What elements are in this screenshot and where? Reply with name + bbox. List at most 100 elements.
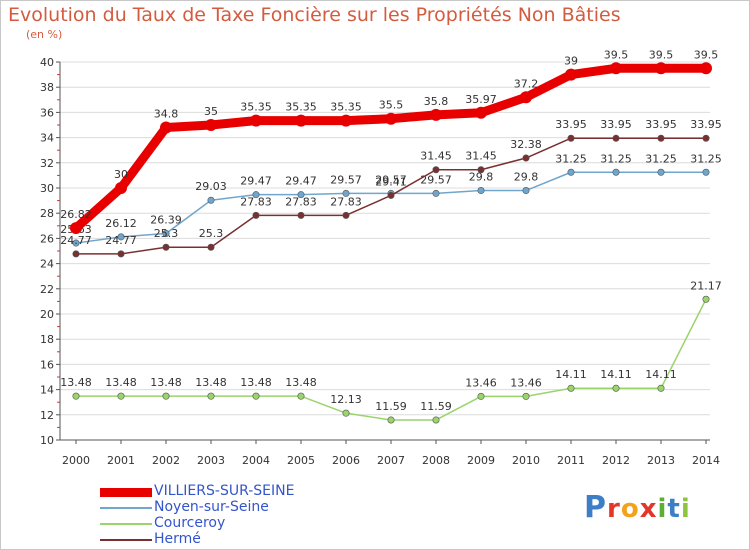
data-point — [295, 114, 307, 127]
data-label: 29.57 — [420, 173, 452, 186]
data-point — [162, 392, 170, 400]
logo-letter: P — [584, 490, 607, 525]
data-label: 25.3 — [154, 227, 179, 240]
data-point — [432, 416, 440, 424]
data-label: 37.2 — [514, 77, 539, 90]
data-point — [657, 384, 665, 392]
data-label: 12.13 — [330, 393, 362, 406]
data-point — [207, 196, 215, 204]
data-point — [72, 392, 80, 400]
data-label: 11.59 — [375, 400, 407, 413]
data-label: 29.03 — [195, 180, 227, 193]
y-tick-label: 12 — [40, 409, 54, 422]
data-label: 29.57 — [375, 173, 407, 186]
data-label: 33.95 — [690, 118, 722, 131]
data-label: 26.82 — [60, 208, 92, 221]
data-label: 13.48 — [195, 376, 227, 389]
data-point — [115, 182, 127, 194]
data-label: 39.5 — [649, 48, 674, 61]
y-tick-label: 34 — [40, 132, 54, 145]
data-label: 33.95 — [555, 118, 587, 131]
x-tick-label: 2005 — [287, 454, 315, 467]
x-tick-label: 2006 — [332, 454, 360, 467]
legend-label: Noyen-sur-Seine — [154, 499, 269, 515]
y-tick-label: 36 — [40, 106, 54, 119]
data-label: 39 — [564, 55, 578, 68]
logo-letter: i — [657, 494, 668, 524]
y-tick-label: 16 — [40, 358, 54, 371]
data-point — [117, 250, 125, 258]
data-label: 13.48 — [60, 376, 92, 389]
data-point — [207, 243, 215, 251]
y-tick-label: 32 — [40, 157, 54, 170]
data-label: 13.46 — [465, 376, 497, 389]
data-label: 27.83 — [240, 195, 272, 208]
data-label: 31.25 — [690, 152, 722, 165]
data-label: 13.48 — [240, 376, 272, 389]
data-point — [610, 62, 622, 75]
data-label: 13.48 — [105, 376, 137, 389]
data-label: 24.77 — [105, 234, 137, 247]
data-point — [70, 222, 82, 235]
data-point — [252, 191, 260, 199]
data-point — [702, 168, 710, 176]
data-point — [565, 68, 577, 81]
x-tick-label: 2008 — [422, 454, 450, 467]
data-point — [430, 108, 442, 121]
data-point — [657, 134, 665, 142]
data-label: 30 — [114, 168, 128, 181]
data-point — [342, 189, 350, 197]
series-courceroy: 13.48 13.48 13.48 13.48 13.48 13.48 12.13 11.59… — [60, 279, 722, 424]
data-point — [160, 121, 172, 134]
data-point — [297, 211, 305, 219]
series-villiers-sur-seine: 26.82 30 34.8 35 35.35 35.35 35.35 35.5 35.8 35.9… — [60, 48, 718, 235]
data-point — [567, 168, 575, 176]
data-label: 35.97 — [465, 93, 497, 106]
y-tick-label: 10 — [40, 434, 54, 447]
data-point — [387, 416, 395, 424]
legend-swatch — [100, 523, 152, 525]
y-tick-label: 18 — [40, 333, 54, 346]
data-label: 29.41 — [375, 175, 407, 188]
data-label: 39.5 — [604, 48, 629, 61]
x-tick-label: 2004 — [242, 454, 270, 467]
data-label: 35.35 — [330, 101, 362, 114]
data-point — [475, 106, 487, 119]
data-label: 35.5 — [379, 99, 404, 112]
data-label: 33.95 — [645, 118, 677, 131]
data-point — [567, 384, 575, 392]
data-label: 14.11 — [645, 368, 677, 381]
data-point — [522, 187, 530, 195]
logo-letter: t — [667, 494, 681, 524]
data-label: 29.47 — [285, 175, 317, 188]
data-point — [702, 134, 710, 142]
legend-label: Hermé — [154, 531, 201, 547]
data-point — [117, 392, 125, 400]
x-tick-label: 2013 — [647, 454, 675, 467]
data-point — [252, 211, 260, 219]
logo-letter: o — [620, 494, 640, 524]
data-label: 26.39 — [150, 213, 182, 226]
data-point — [522, 154, 530, 162]
data-point — [477, 392, 485, 400]
x-tick-label: 2001 — [107, 454, 135, 467]
legend-label: VILLIERS-SUR-SEINE — [154, 483, 295, 499]
data-point — [117, 233, 125, 241]
series-herm-: 24.77 24.77 25.3 25.3 27.83 27.83 27.83 29.41 31… — [60, 118, 722, 258]
series-noyen-sur-seine: 25.6326.1226.3929.0329.4729.4729.5729.57… — [60, 152, 722, 247]
data-label: 35.35 — [285, 101, 317, 114]
data-label: 24.77 — [60, 234, 92, 247]
data-point — [250, 114, 262, 127]
data-label: 35.35 — [240, 101, 272, 114]
data-label: 29.8 — [514, 171, 539, 184]
y-tick-label: 28 — [40, 207, 54, 220]
data-point — [520, 91, 532, 104]
legend-label: Courceroy — [154, 515, 226, 531]
x-tick-label: 2012 — [602, 454, 630, 467]
data-point — [205, 119, 217, 131]
data-point — [342, 409, 350, 417]
data-point — [207, 392, 215, 400]
data-point — [162, 243, 170, 251]
y-tick-label: 20 — [40, 308, 54, 321]
data-point — [385, 112, 397, 125]
